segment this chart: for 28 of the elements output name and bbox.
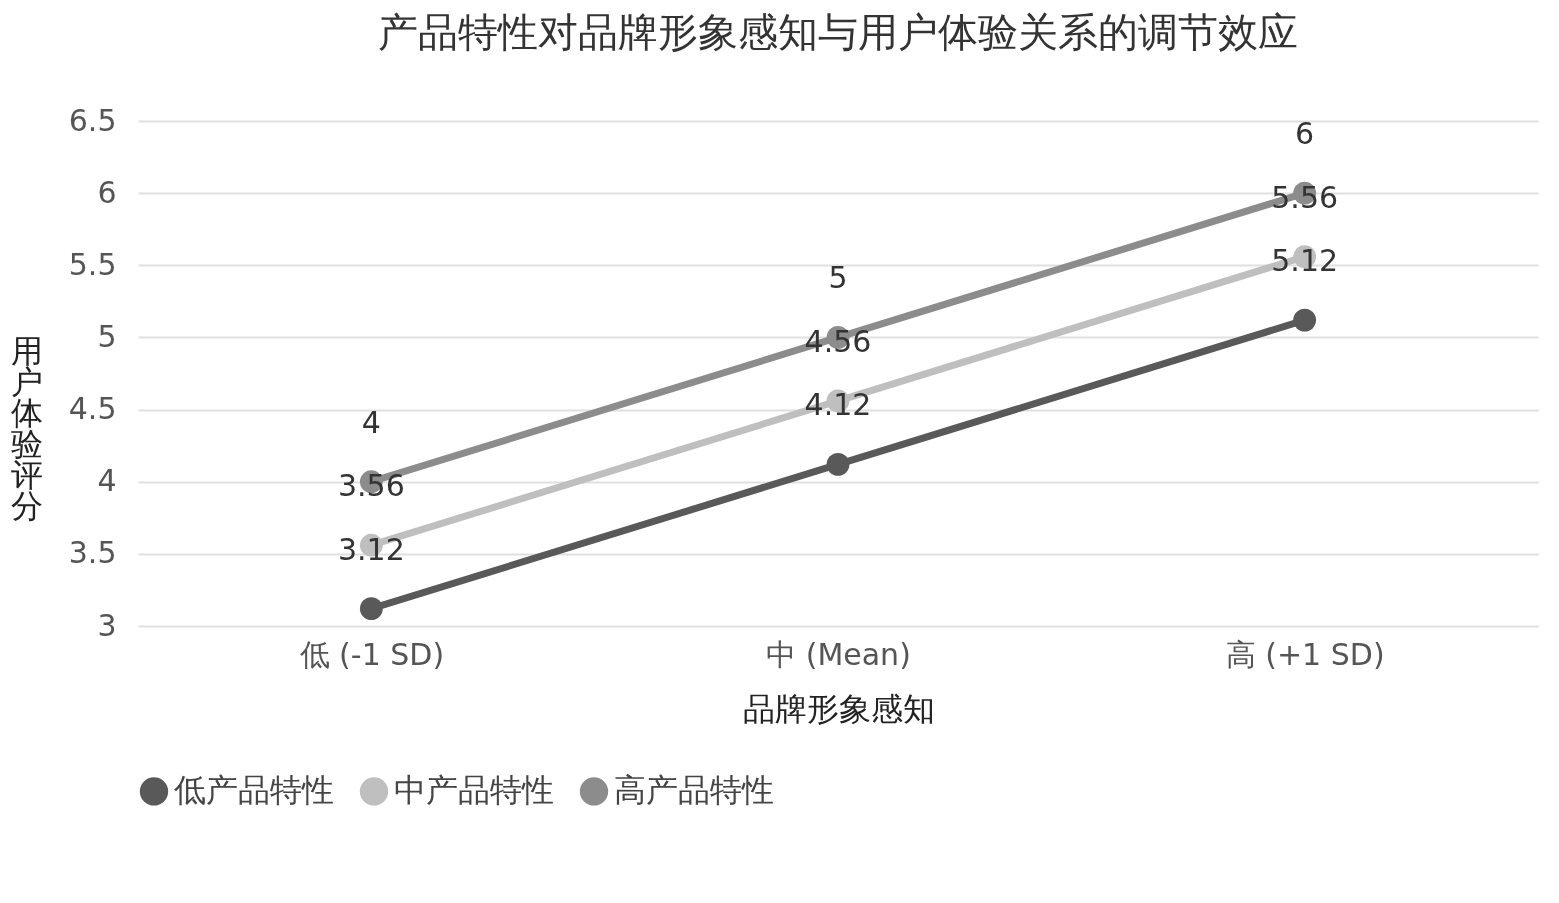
legend-label: 高产品特性 <box>614 771 774 810</box>
y-axis-title: 用户体验评分 <box>10 331 43 525</box>
y-tick-label: 6.5 <box>68 102 117 138</box>
y-tick-label: 5 <box>97 318 117 354</box>
y-tick-label: 4 <box>97 463 117 499</box>
x-axis-title: 品牌形象感知 <box>742 689 935 728</box>
point <box>826 453 850 476</box>
x-tick-label: 低 (-1 SD) <box>299 636 445 672</box>
y-tick-label: 3 <box>97 607 117 643</box>
data-label: 3.12 <box>337 531 405 567</box>
point <box>1293 308 1317 332</box>
data-label: 4 <box>361 404 381 440</box>
data-label: 4.56 <box>804 323 872 359</box>
data-label: 5 <box>828 260 848 296</box>
chart-title: 产品特性对品牌形象感知与用户体验关系的调节效应 <box>378 9 1298 55</box>
x-tick-label: 高 (+1 SD) <box>1225 636 1385 672</box>
y-tick-label: 3.5 <box>68 535 117 571</box>
y-tick-label: 4.5 <box>68 391 117 427</box>
point <box>359 597 383 621</box>
data-label: 4.12 <box>804 387 872 423</box>
y-tick-label: 5.5 <box>68 246 117 282</box>
data-label: 5.56 <box>1271 179 1339 215</box>
legend-label: 低产品特性 <box>174 771 334 810</box>
legend-label: 中产品特性 <box>394 771 554 810</box>
x-tick-label: 中 (Mean) <box>766 636 911 672</box>
data-label: 6 <box>1295 116 1315 152</box>
y-tick-label: 6 <box>97 174 117 210</box>
data-label: 5.12 <box>1271 243 1339 279</box>
